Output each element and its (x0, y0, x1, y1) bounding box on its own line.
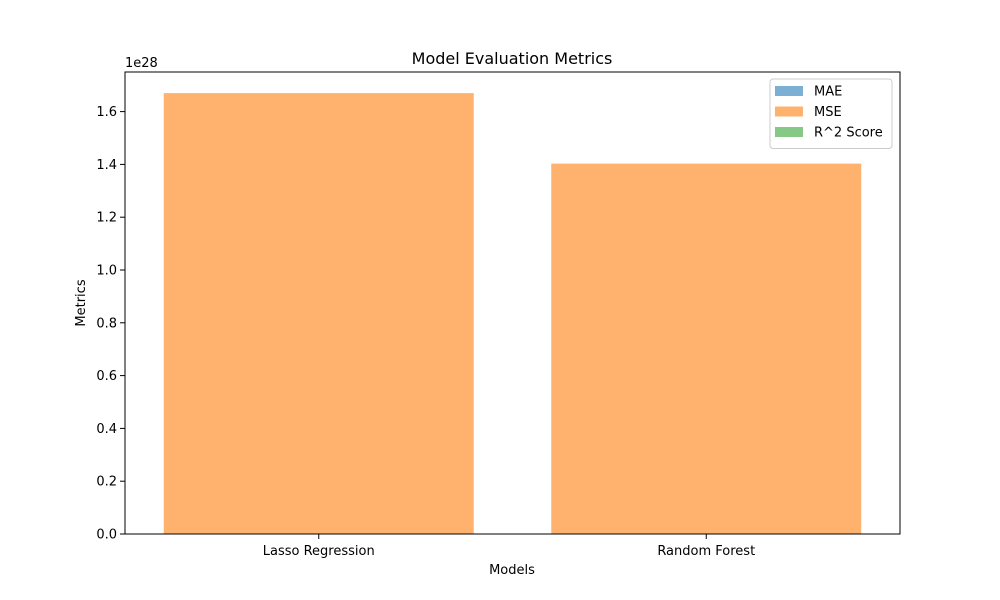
bar-mse-1 (551, 163, 862, 534)
y-tick-label: 0.4 (96, 422, 117, 437)
legend-label: R^2 Score (814, 126, 883, 141)
legend-swatch (775, 86, 803, 96)
legend-swatch (775, 106, 803, 117)
x-axis-ticks: Lasso Regression Random Forest (263, 534, 755, 559)
plot-frame (124, 71, 901, 535)
x-tick-label: Lasso Regression (263, 544, 375, 559)
y-tick-label: 0.8 (96, 316, 117, 331)
y-tick-label: 0.2 (96, 475, 117, 490)
y-axis-ticks: 0.0 0.2 0.4 0.6 0.8 1.0 1.2 1.4 1.6 (96, 105, 125, 543)
legend: MAE MSE R^2 Score (769, 78, 893, 149)
y-tick-label: 1.0 (96, 264, 117, 279)
y-tick-label: 1.4 (96, 158, 117, 173)
y-offset-label: 1e28 (125, 56, 158, 71)
y-tick-label: 0.0 (96, 528, 117, 543)
chart-title: Model Evaluation Metrics (412, 49, 613, 68)
x-tick-label: Random Forest (657, 544, 755, 559)
legend-label: MSE (814, 105, 842, 120)
legend-swatch (775, 127, 803, 137)
y-tick-label: 1.2 (96, 211, 117, 226)
bar-mse-0 (163, 93, 474, 535)
y-axis-title: Metrics (74, 279, 89, 326)
y-tick-label: 0.6 (96, 369, 117, 384)
bars-layer (163, 93, 862, 535)
x-axis-title: Models (489, 563, 535, 578)
y-tick-label: 1.6 (96, 105, 117, 120)
legend-label: MAE (814, 85, 842, 100)
